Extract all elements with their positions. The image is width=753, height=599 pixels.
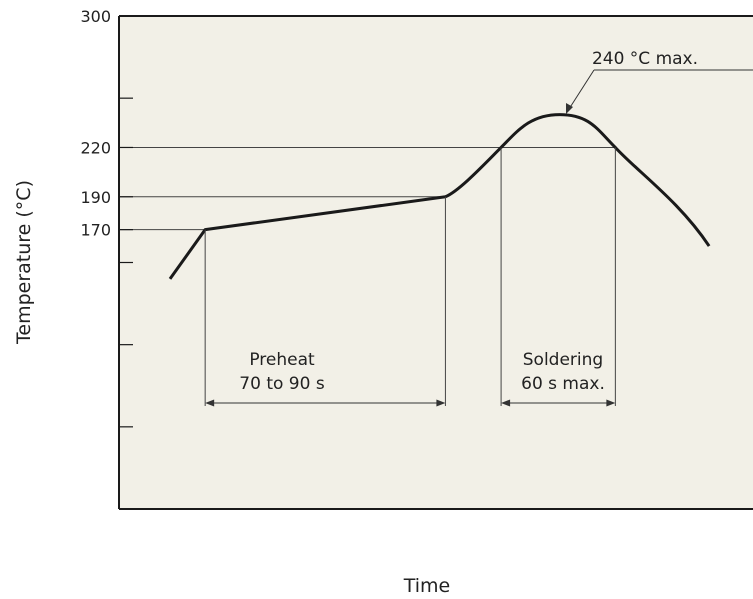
plot-area [119,16,753,509]
duration-dimensions [204,147,616,407]
y-tick-label: 190 [80,188,111,207]
y-tick-label: 300 [80,7,111,26]
reference-lines [119,146,616,231]
preheat-duration-label: 70 to 90 s [239,374,325,394]
y-axis-title: Temperature (°C) [13,180,35,345]
peak-leader-arrow-line [568,69,595,110]
soldering-dimension-arrow-left [501,399,511,407]
peak-temperature-label: 240 °C max. [592,49,698,69]
preheat-dimension-arrow-right [436,399,446,407]
soldering-duration-label: 60 s max. [521,374,605,394]
y-tick-label: 220 [80,138,111,157]
soldering-label: Soldering [523,350,603,370]
y-tick-labels: 300 220 190 170 [80,7,111,240]
preheat-dimension-arrow-left [205,399,215,407]
y-tick-label: 170 [80,221,111,240]
y-ticks [119,15,133,428]
soldering-dimension-arrow-right [606,399,616,407]
preheat-label: Preheat [249,350,315,370]
x-axis-title: Time [403,575,451,597]
peak-arrowhead [566,103,573,114]
temperature-curve [168,113,711,280]
